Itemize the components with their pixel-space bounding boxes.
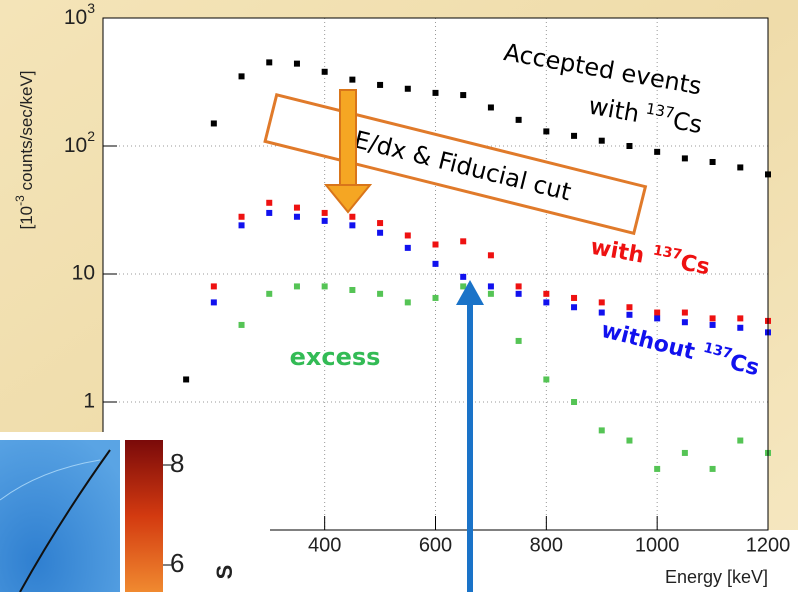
arrow-shaft	[340, 90, 356, 185]
data-point	[710, 159, 716, 165]
data-point	[294, 61, 300, 67]
data-point	[349, 222, 355, 228]
data-point	[654, 466, 660, 472]
x-tick-label: 800	[530, 534, 563, 556]
data-point	[654, 310, 660, 316]
tick-exponent: 2	[87, 128, 95, 144]
data-point	[488, 104, 494, 110]
data-point	[571, 304, 577, 310]
x-axis-title: Energy [keV]	[665, 567, 768, 587]
data-point	[654, 315, 660, 321]
data-point	[599, 310, 605, 316]
data-point	[626, 312, 632, 318]
data-point	[433, 242, 439, 248]
data-point	[682, 155, 688, 161]
data-point	[377, 220, 383, 226]
data-point	[737, 325, 743, 331]
x-tick-label: 1200	[746, 534, 791, 556]
data-point	[737, 438, 743, 444]
data-point	[294, 283, 300, 289]
y-tick-label: 10	[72, 262, 95, 285]
data-point	[737, 315, 743, 321]
data-point	[211, 299, 217, 305]
data-point	[377, 82, 383, 88]
data-point	[626, 438, 632, 444]
data-point	[571, 399, 577, 405]
data-point	[266, 200, 272, 206]
data-point	[571, 133, 577, 139]
data-point	[488, 291, 494, 297]
tick-exponent: 3	[87, 0, 95, 16]
data-point	[571, 295, 577, 301]
colorbar-tick-label: 6	[170, 548, 184, 578]
data-point	[322, 210, 328, 216]
data-point	[710, 466, 716, 472]
data-point	[405, 232, 411, 238]
data-point	[322, 283, 328, 289]
data-point	[516, 291, 522, 297]
data-point	[460, 274, 466, 280]
x-tick-label: 600	[419, 534, 452, 556]
data-point	[516, 283, 522, 289]
data-point	[682, 310, 688, 316]
data-point	[599, 299, 605, 305]
data-point	[266, 210, 272, 216]
data-point	[433, 261, 439, 267]
data-point	[349, 77, 355, 83]
data-point	[239, 322, 245, 328]
inset: 8 6 S	[0, 432, 270, 592]
data-point	[543, 291, 549, 297]
data-point	[737, 164, 743, 170]
data-point	[322, 69, 328, 75]
data-point	[294, 205, 300, 211]
data-point	[433, 295, 439, 301]
data-point	[211, 120, 217, 126]
data-point	[543, 376, 549, 382]
data-point	[239, 73, 245, 79]
data-point	[433, 90, 439, 96]
inset-label: S	[212, 565, 237, 580]
y-tick-label: 1	[83, 390, 95, 413]
tick-base: 10	[64, 6, 87, 29]
data-point	[599, 427, 605, 433]
data-point	[266, 59, 272, 65]
data-point	[710, 322, 716, 328]
data-point	[349, 287, 355, 293]
data-point	[211, 283, 217, 289]
data-point	[710, 315, 716, 321]
data-point	[543, 299, 549, 305]
colorbar	[125, 440, 163, 592]
data-point	[460, 238, 466, 244]
x-tick-label: 1000	[635, 534, 680, 556]
data-point	[377, 291, 383, 297]
data-point	[349, 214, 355, 220]
data-point	[516, 338, 522, 344]
data-point	[626, 143, 632, 149]
data-point	[266, 291, 272, 297]
data-point	[626, 304, 632, 310]
data-point	[322, 218, 328, 224]
data-point	[682, 450, 688, 456]
tick-base: 10	[64, 134, 87, 157]
data-point	[239, 222, 245, 228]
data-point	[183, 376, 189, 382]
data-point	[405, 299, 411, 305]
data-point	[294, 214, 300, 220]
data-point	[488, 283, 494, 289]
data-point	[405, 86, 411, 92]
data-point	[377, 230, 383, 236]
data-point	[516, 117, 522, 123]
data-point	[460, 92, 466, 98]
data-point	[239, 214, 245, 220]
series-label: excess	[290, 343, 381, 371]
slide: [10-3 counts/sec/keV] Energy [keV] Accep…	[0, 0, 798, 592]
data-point	[488, 252, 494, 258]
data-point	[599, 138, 605, 144]
data-point	[654, 149, 660, 155]
data-point	[543, 128, 549, 134]
x-tick-label: 400	[308, 534, 341, 556]
colorbar-tick-label: 8	[170, 448, 184, 478]
data-point	[682, 319, 688, 325]
data-point	[405, 245, 411, 251]
